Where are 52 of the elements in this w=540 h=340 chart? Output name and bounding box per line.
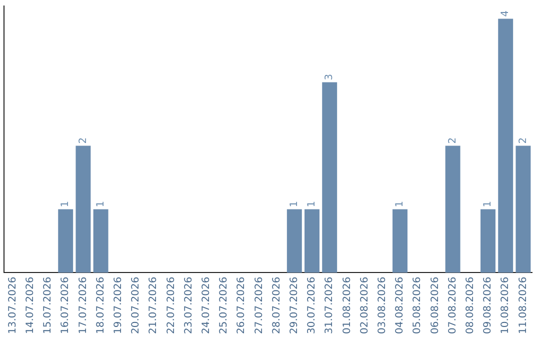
x-tick-label: 29.07.2026 bbox=[288, 276, 300, 334]
x-tick-label: 11.08.2026 bbox=[518, 276, 529, 334]
x-tick-label: 02.08.2026 bbox=[359, 276, 370, 334]
x-tick-label: 19.07.2026 bbox=[112, 276, 124, 334]
bar bbox=[516, 146, 531, 273]
x-tick-label: 17.07.2026 bbox=[78, 276, 89, 334]
x-tick-label: 26.07.2026 bbox=[236, 276, 248, 334]
bar bbox=[76, 146, 91, 273]
x-tick-label: 22.07.2026 bbox=[166, 276, 177, 334]
x-tick-label: 24.07.2026 bbox=[200, 276, 212, 334]
data-label: 1 bbox=[288, 200, 300, 208]
x-tick-label: 01.08.2026 bbox=[342, 276, 353, 334]
bar bbox=[445, 146, 460, 273]
x-tick-label: 15.07.2026 bbox=[42, 276, 54, 334]
bar bbox=[480, 209, 496, 273]
data-label: 2 bbox=[447, 137, 458, 144]
x-tick-label: 31.07.2026 bbox=[324, 276, 336, 334]
data-label: 3 bbox=[324, 74, 336, 80]
x-tick-label: 05.08.2026 bbox=[412, 276, 424, 334]
x-tick-label: 16.07.2026 bbox=[60, 276, 72, 334]
data-label: 1 bbox=[482, 200, 494, 208]
x-tick-label: 08.08.2026 bbox=[464, 276, 476, 334]
bar bbox=[304, 209, 320, 273]
x-tick-label: 25.07.2026 bbox=[218, 276, 230, 334]
x-tick-label: 06.08.2026 bbox=[430, 276, 441, 334]
x-tick-label: 20.07.2026 bbox=[130, 276, 142, 334]
x-tick-label: 30.07.2026 bbox=[306, 276, 318, 334]
data-label: 1 bbox=[394, 200, 406, 208]
data-label: 1 bbox=[60, 200, 72, 208]
data-label: 2 bbox=[518, 137, 529, 144]
data-label: 1 bbox=[95, 200, 106, 208]
data-label: 2 bbox=[78, 137, 89, 144]
data-label: 1 bbox=[306, 200, 318, 208]
x-tick-label: 04.08.2026 bbox=[394, 276, 406, 334]
x-tick-label: 07.08.2026 bbox=[447, 276, 458, 334]
bar bbox=[286, 209, 302, 273]
bar bbox=[498, 18, 514, 273]
x-tick-label: 14.07.2026 bbox=[24, 276, 36, 334]
x-tick-label: 18.07.2026 bbox=[95, 276, 106, 334]
data-label: 4 bbox=[500, 10, 512, 17]
bar bbox=[392, 209, 408, 273]
x-tick-label: 21.07.2026 bbox=[148, 276, 160, 334]
x-tick-label: 09.08.2026 bbox=[482, 276, 494, 334]
x-tick-label: 27.07.2026 bbox=[254, 276, 265, 334]
x-tick-label: 23.07.2026 bbox=[183, 276, 194, 334]
x-tick-label: 10.08.2026 bbox=[500, 276, 512, 334]
bar bbox=[58, 209, 74, 273]
bar bbox=[93, 209, 108, 273]
x-tick-label: 28.07.2026 bbox=[271, 276, 282, 334]
bar bbox=[322, 82, 338, 273]
x-tick-label: 03.08.2026 bbox=[376, 276, 388, 334]
x-tick-label: 13.07.2026 bbox=[7, 276, 18, 334]
